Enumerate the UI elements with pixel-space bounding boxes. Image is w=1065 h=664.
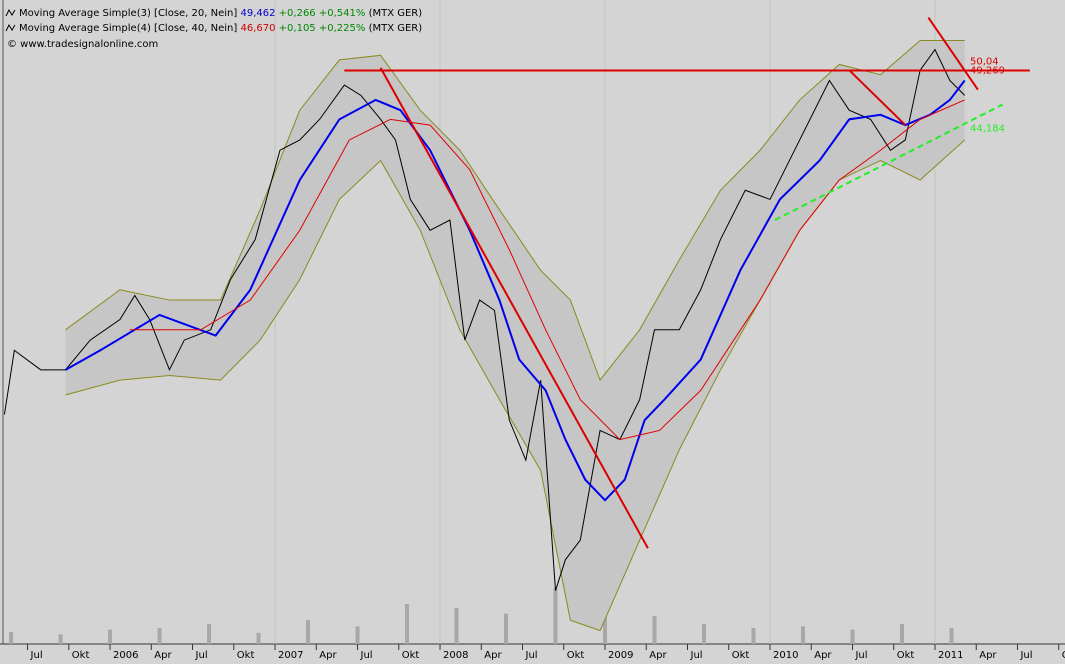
volume-bar [405,604,410,644]
x-tick-label: Okt [732,650,750,661]
x-tick-label: Okt [402,650,420,661]
series-line [65,79,966,502]
series-line [3,48,966,591]
x-tick-label: Apr [154,650,172,661]
price-label: 50,04 [970,57,999,68]
series-line [129,99,965,441]
volume-bar [157,628,162,644]
volume-bar [553,588,558,644]
volume-bar [800,626,805,644]
volume-bar [256,632,261,644]
volume-bar [207,624,212,644]
x-tick-label: Okt [897,650,915,661]
x-tick-label: Jul [854,650,867,661]
volume-bar [652,616,657,644]
volume-bar [603,612,608,644]
price-label: 44,184 [970,124,1005,135]
volume-bar [355,626,360,644]
volume-bar [702,624,707,644]
x-tick-label: 2009 [608,650,633,661]
x-tick-label: 2006 [113,650,138,661]
x-tick-label: Jul [690,650,703,661]
band-upper [65,39,965,382]
x-tick-label: Okt [237,650,255,661]
legend-name: Moving Average Simple(4) [Close, 40, Nei… [19,23,237,34]
legend-pct: +0,541% [319,8,366,19]
legend-symbol: (MTX GER) [369,23,423,34]
x-tick-label: 2011 [938,650,963,661]
legend: Moving Average Simple(3) [Close, 20, Nei… [5,8,422,50]
legend-change: +0,266 [279,8,316,19]
x-tick-label: Jul [360,650,373,661]
x-tick-label: Okt [1062,650,1065,661]
legend-entry: Moving Average Simple(4) [Close, 40, Nei… [19,23,422,34]
volume-bar [850,629,855,644]
x-tick-label: Jul [195,650,208,661]
legend-pct: +0,225% [319,23,366,34]
legend-name: Moving Average Simple(3) [Close, 20, Nei… [19,8,237,19]
trendline [927,17,979,91]
legend-icon [5,23,16,32]
x-tick-label: 2010 [773,650,798,661]
copyright: © www.tradesignalonline.com [7,39,158,50]
x-tick-label: Jul [1019,650,1032,661]
trendline [774,103,1004,221]
volume-bar [108,629,113,644]
x-tick-label: Apr [319,650,337,661]
legend-last: 49,462 [240,8,275,19]
volume-bar [58,634,63,644]
volume-bar [454,608,459,644]
x-tick-label: Okt [72,650,90,661]
trendline [379,67,649,549]
x-tick-label: Apr [979,650,997,661]
back-layer: Jul Okt 2006 Apr Jul Okt 2007 Apr Jul Okt 2008 Apr J… [9,0,1065,661]
legend-entry: Moving Average Simple(3) [Close, 20, Nei… [19,8,422,19]
legend-change: +0,105 [279,23,316,34]
x-tick-label: Apr [649,650,667,661]
volume-bar [949,628,954,644]
volume-bar [306,620,311,644]
x-tick-label: 2007 [278,650,303,661]
volume-bar [899,624,904,644]
volume-bar [751,628,756,644]
x-tick-label: Okt [567,650,585,661]
x-tick-label: Jul [525,650,538,661]
x-tick-label: Apr [484,650,502,661]
legend-last: 46,670 [240,23,275,34]
volume-bar [9,632,14,644]
legend-icon [5,8,16,17]
legend-symbol: (MTX GER) [369,8,423,19]
x-tick-label: 2008 [443,650,468,661]
trendline [848,69,906,126]
band-area [65,40,965,631]
price-label: 49,269 [970,66,1005,77]
x-tick-label: Jul [30,650,43,661]
x-tick-label: Apr [814,650,832,661]
volume-bar [504,613,509,644]
